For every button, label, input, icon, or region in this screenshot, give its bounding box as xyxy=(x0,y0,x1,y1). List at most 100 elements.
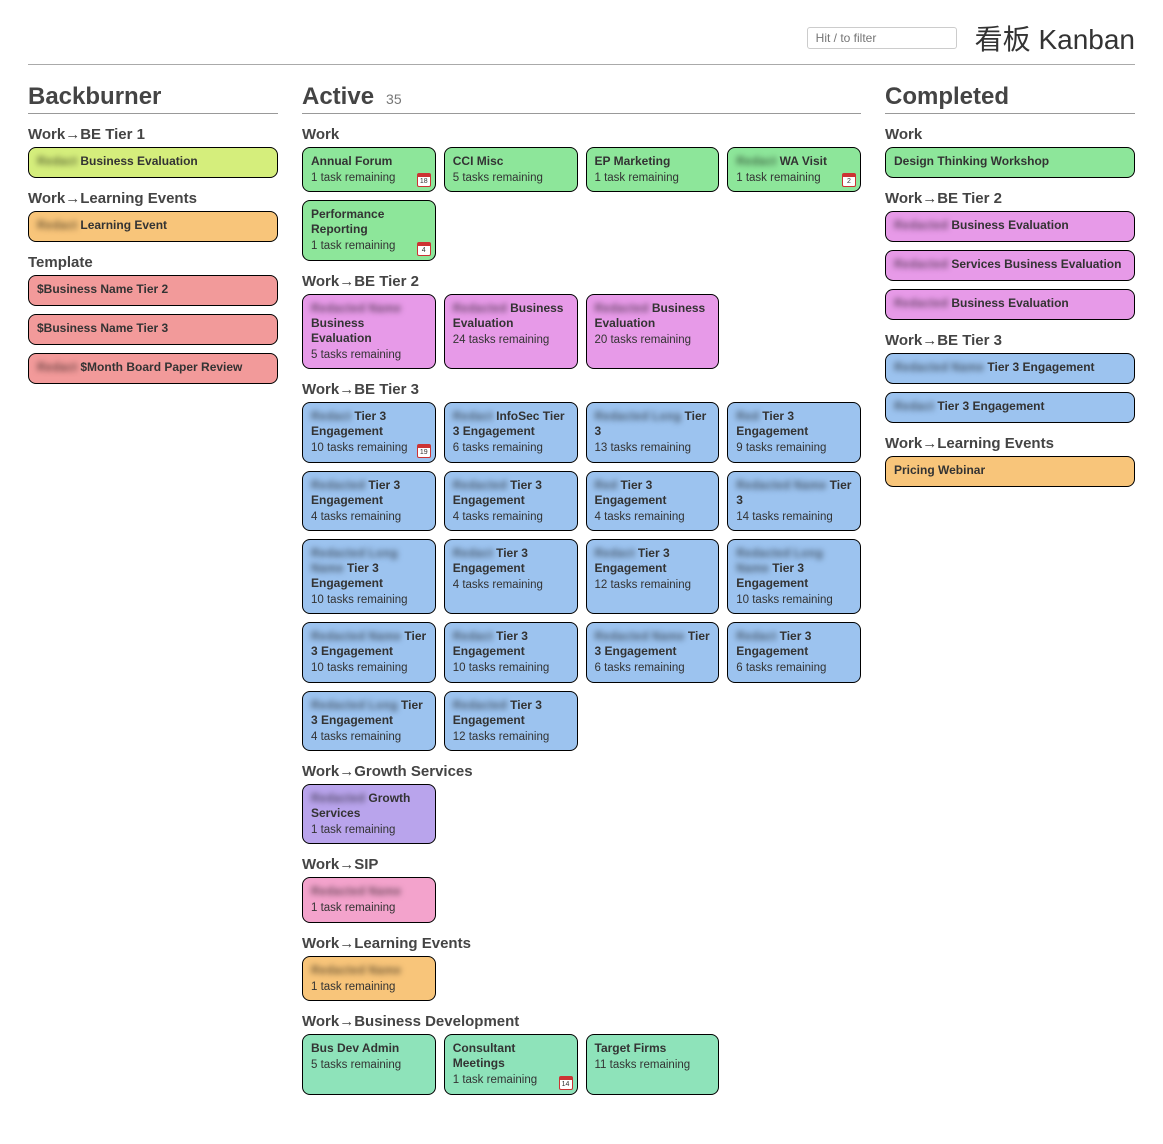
filter-input[interactable] xyxy=(807,27,957,49)
kanban-card[interactable]: Redacted Name Business Evaluation5 tasks… xyxy=(302,294,436,369)
calendar-badge-icon: 14 xyxy=(559,1076,573,1090)
card-title: Pricing Webinar xyxy=(894,463,1126,478)
kanban-card[interactable]: Redacted Tier 3 Engagement4 tasks remain… xyxy=(444,471,578,531)
redacted-text: Redact xyxy=(453,629,493,643)
kanban-card[interactable]: $Business Name Tier 2 xyxy=(28,275,278,306)
kanban-card[interactable]: Redact Tier 3 Engagement10 tasks remaini… xyxy=(302,402,436,462)
kanban-card[interactable]: Redacted Name1 task remaining xyxy=(302,877,436,922)
kanban-card[interactable]: Redacted Tier 3 Engagement4 tasks remain… xyxy=(302,471,436,531)
kanban-card[interactable]: Redacted Name Tier 314 tasks remaining xyxy=(727,471,861,531)
card-row: Redacted Business Evaluation Redacted Ser… xyxy=(885,211,1135,320)
redacted-text: Redacted xyxy=(311,791,365,805)
kanban-card[interactable]: Bus Dev Admin5 tasks remaining xyxy=(302,1034,436,1094)
kanban-card[interactable]: Performance Reporting1 task remaining4 xyxy=(302,200,436,260)
kanban-card[interactable]: Consultant Meetings1 task remaining14 xyxy=(444,1034,578,1094)
kanban-card[interactable]: Redacted Services Business Evaluation xyxy=(885,250,1135,281)
card-subtitle: 1 task remaining xyxy=(311,823,427,837)
card-subtitle: 1 task remaining xyxy=(311,901,427,915)
card-subtitle: 9 tasks remaining xyxy=(736,441,852,455)
kanban-card[interactable]: Red Tier 3 Engagement4 tasks remaining xyxy=(586,471,720,531)
kanban-card[interactable]: Redacted Long Name Tier 3 Engagement10 t… xyxy=(302,539,436,614)
card-row: Design Thinking Workshop xyxy=(885,147,1135,178)
card-title: Redact Tier 3 Engagement xyxy=(894,399,1126,414)
kanban-card[interactable]: Redact Tier 3 Engagement10 tasks remaini… xyxy=(444,622,578,682)
kanban-card[interactable]: Redacted Business Evaluation24 tasks rem… xyxy=(444,294,578,369)
card-title: Redact Tier 3 Engagement xyxy=(595,546,711,576)
kanban-card[interactable]: Redact WA Visit1 task remaining2 xyxy=(727,147,861,192)
section-heading: Work→Growth Services xyxy=(302,763,861,780)
redacted-text: Redacted Name xyxy=(894,360,984,374)
kanban-card[interactable]: Redacted Business Evaluation20 tasks rem… xyxy=(586,294,720,369)
card-subtitle: 5 tasks remaining xyxy=(311,1058,427,1072)
kanban-card[interactable]: Redact Tier 3 Engagement12 tasks remaini… xyxy=(586,539,720,614)
kanban-card[interactable]: Redacted Growth Services1 task remaining xyxy=(302,784,436,844)
kanban-card[interactable]: Redacted Name1 task remaining xyxy=(302,956,436,1001)
kanban-card[interactable]: Redacted Business Evaluation xyxy=(885,289,1135,320)
section-heading: Work→BE Tier 2 xyxy=(885,190,1135,207)
card-title: Redact InfoSec Tier 3 Engagement xyxy=(453,409,569,439)
card-subtitle: 1 task remaining xyxy=(311,239,427,253)
column-title-text: Active xyxy=(302,83,374,111)
redacted-text: Redacted Long Name xyxy=(736,546,823,575)
redacted-text: Redacted Name xyxy=(736,478,826,492)
redacted-text: Redact xyxy=(736,629,776,643)
kanban-card[interactable]: $Business Name Tier 3 xyxy=(28,314,278,345)
redacted-text: Redact xyxy=(736,154,776,168)
kanban-card[interactable]: Red Tier 3 Engagement9 tasks remaining xyxy=(727,402,861,462)
kanban-card[interactable]: Pricing Webinar xyxy=(885,456,1135,487)
kanban-card[interactable]: CCI Misc5 tasks remaining xyxy=(444,147,578,192)
card-subtitle: 1 task remaining xyxy=(595,171,711,185)
kanban-card[interactable]: Redacted Name Tier 3 Engagement xyxy=(885,353,1135,384)
redacted-text: Redact xyxy=(453,409,493,423)
kanban-card[interactable]: Redacted Name Tier 3 Engagement6 tasks r… xyxy=(586,622,720,682)
kanban-card[interactable]: Redact Tier 3 Engagement6 tasks remainin… xyxy=(727,622,861,682)
calendar-badge-icon: 4 xyxy=(417,242,431,256)
section-heading: Work xyxy=(302,126,861,143)
redacted-text: Redact xyxy=(37,218,77,232)
kanban-card[interactable]: Redacted Long Tier 3 Engagement 4 tasks r… xyxy=(302,691,436,751)
card-subtitle: 4 tasks remaining xyxy=(453,578,569,592)
card-title: Redacted Business Evaluation xyxy=(894,296,1126,311)
redacted-text: Redacted xyxy=(311,478,365,492)
card-title: Redact Business Evaluation xyxy=(37,154,269,169)
column-completed: Completed WorkDesign Thinking WorkshopWo… xyxy=(885,83,1135,487)
kanban-card[interactable]: Target Firms11 tasks remaining xyxy=(586,1034,720,1094)
card-subtitle: 11 tasks remaining xyxy=(595,1058,711,1072)
kanban-card[interactable]: Design Thinking Workshop xyxy=(885,147,1135,178)
kanban-card[interactable]: Redacted Tier 3 Engagement12 tasks remai… xyxy=(444,691,578,751)
card-subtitle: 4 tasks remaining xyxy=(311,510,427,524)
section-heading: Work→Business Development xyxy=(302,1013,861,1030)
kanban-card[interactable]: EP Marketing1 task remaining xyxy=(586,147,720,192)
section-heading: Work→BE Tier 2 xyxy=(302,273,861,290)
kanban-card[interactable]: Redact InfoSec Tier 3 Engagement6 tasks … xyxy=(444,402,578,462)
kanban-card[interactable]: Redact Tier 3 Engagement xyxy=(885,392,1135,423)
kanban-card[interactable]: Redacted Long Name Tier 3 Engagement10 t… xyxy=(727,539,861,614)
card-title: $Business Name Tier 2 xyxy=(37,282,269,297)
redacted-text: Redacted Name xyxy=(311,963,401,977)
kanban-card[interactable]: Redacted Long Tier 313 tasks remaining xyxy=(586,402,720,462)
card-subtitle: 4 tasks remaining xyxy=(311,730,427,744)
kanban-card[interactable]: Redact Business Evaluation xyxy=(28,147,278,178)
card-title: Design Thinking Workshop xyxy=(894,154,1126,169)
card-subtitle: 6 tasks remaining xyxy=(736,661,852,675)
kanban-card[interactable]: Redact Learning Event xyxy=(28,211,278,242)
redacted-text: Red xyxy=(595,478,618,492)
card-subtitle: 12 tasks remaining xyxy=(453,730,569,744)
redacted-text: Redacted xyxy=(453,301,507,315)
card-title: Redacted Business Evaluation xyxy=(894,218,1126,233)
card-title: Redacted Long Tier 3 Engagement xyxy=(311,698,427,728)
card-title: Redact Learning Event xyxy=(37,218,269,233)
card-row: Bus Dev Admin5 tasks remainingConsultant… xyxy=(302,1034,861,1094)
kanban-card[interactable]: Redact $Month Board Paper Review xyxy=(28,353,278,384)
kanban-card[interactable]: Redacted Business Evaluation xyxy=(885,211,1135,242)
redacted-text: Redacted xyxy=(894,218,948,232)
column-backburner: Backburner Work→BE Tier 1Redact Business… xyxy=(28,83,278,384)
kanban-card[interactable]: Redact Tier 3 Engagement4 tasks remainin… xyxy=(444,539,578,614)
card-title: $Business Name Tier 3 xyxy=(37,321,269,336)
kanban-card[interactable]: Annual Forum1 task remaining18 xyxy=(302,147,436,192)
card-row: Redacted Name1 task remaining xyxy=(302,956,861,1001)
card-row: Redact Business Evaluation xyxy=(28,147,278,178)
card-title: Redacted Name Tier 3 Engagement xyxy=(894,360,1126,375)
kanban-card[interactable]: Redacted Name Tier 3 Engagement10 tasks … xyxy=(302,622,436,682)
card-subtitle: 5 tasks remaining xyxy=(453,171,569,185)
